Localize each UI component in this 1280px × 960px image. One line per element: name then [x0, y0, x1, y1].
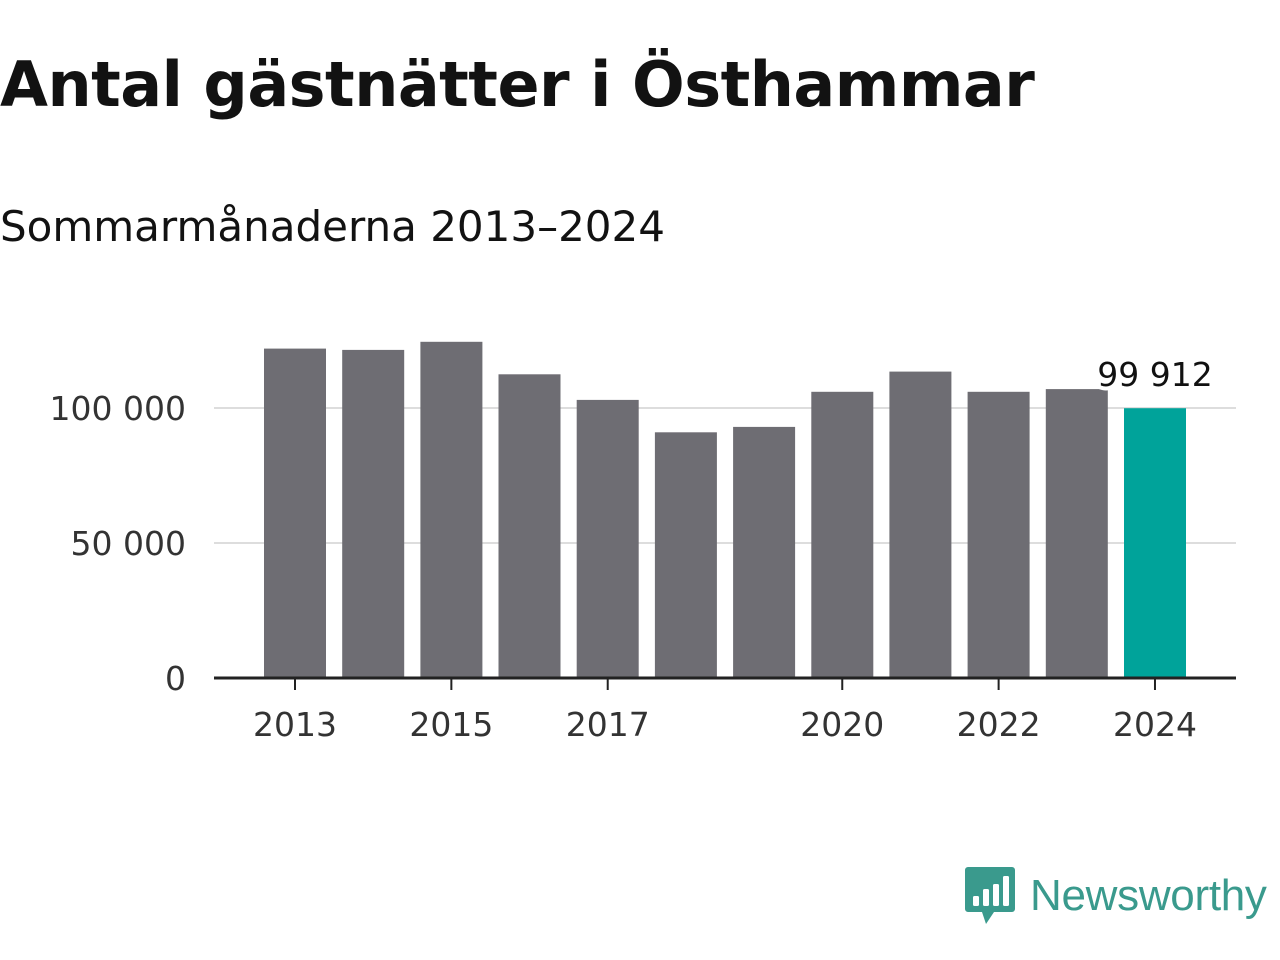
- x-tick-labels: 2013 2015 2017 2020 2022 2024: [253, 705, 1197, 744]
- x-tick-label: 2017: [566, 705, 650, 744]
- y-tick-label: 50 000: [71, 524, 186, 563]
- chart-title: Antal gästnätter i Östhammar: [0, 48, 1035, 121]
- y-tick-label: 100 000: [50, 389, 186, 428]
- newsworthy-logo-text: Newsworthy: [1030, 871, 1267, 920]
- x-tick-label: 2013: [253, 705, 337, 744]
- x-axis: [214, 676, 1236, 690]
- bar-2021: [889, 371, 952, 678]
- bar-2022: [967, 391, 1030, 678]
- bar-2017: [576, 399, 639, 678]
- bar-2016: [498, 374, 561, 679]
- bar-2018: [654, 432, 717, 678]
- bar-2019: [733, 426, 796, 678]
- newsworthy-logo-icon: [965, 867, 1015, 924]
- bar-2015: [420, 341, 483, 678]
- bar-2024: [1124, 408, 1186, 678]
- x-tick-label: 2024: [1113, 705, 1197, 744]
- bar-2014: [342, 349, 405, 678]
- x-tick-label: 2015: [409, 705, 493, 744]
- y-tick-label: 0: [165, 659, 186, 698]
- data-label-halo: 99 912: [1097, 355, 1212, 394]
- newsworthy-logo: Newsworthy: [964, 864, 1267, 928]
- data-label-2024: 99 912: [1097, 355, 1212, 394]
- x-tick-label: 2022: [957, 705, 1041, 744]
- bars: [264, 341, 1186, 679]
- bar-2020: [811, 391, 874, 678]
- chart-subtitle: Sommarmånaderna 2013–2024: [0, 202, 665, 251]
- x-tick-label: 2020: [800, 705, 884, 744]
- y-tick-labels: 0 50 000 100 000: [50, 389, 186, 698]
- bar-2013: [264, 348, 326, 678]
- bar-2023: [1045, 389, 1108, 678]
